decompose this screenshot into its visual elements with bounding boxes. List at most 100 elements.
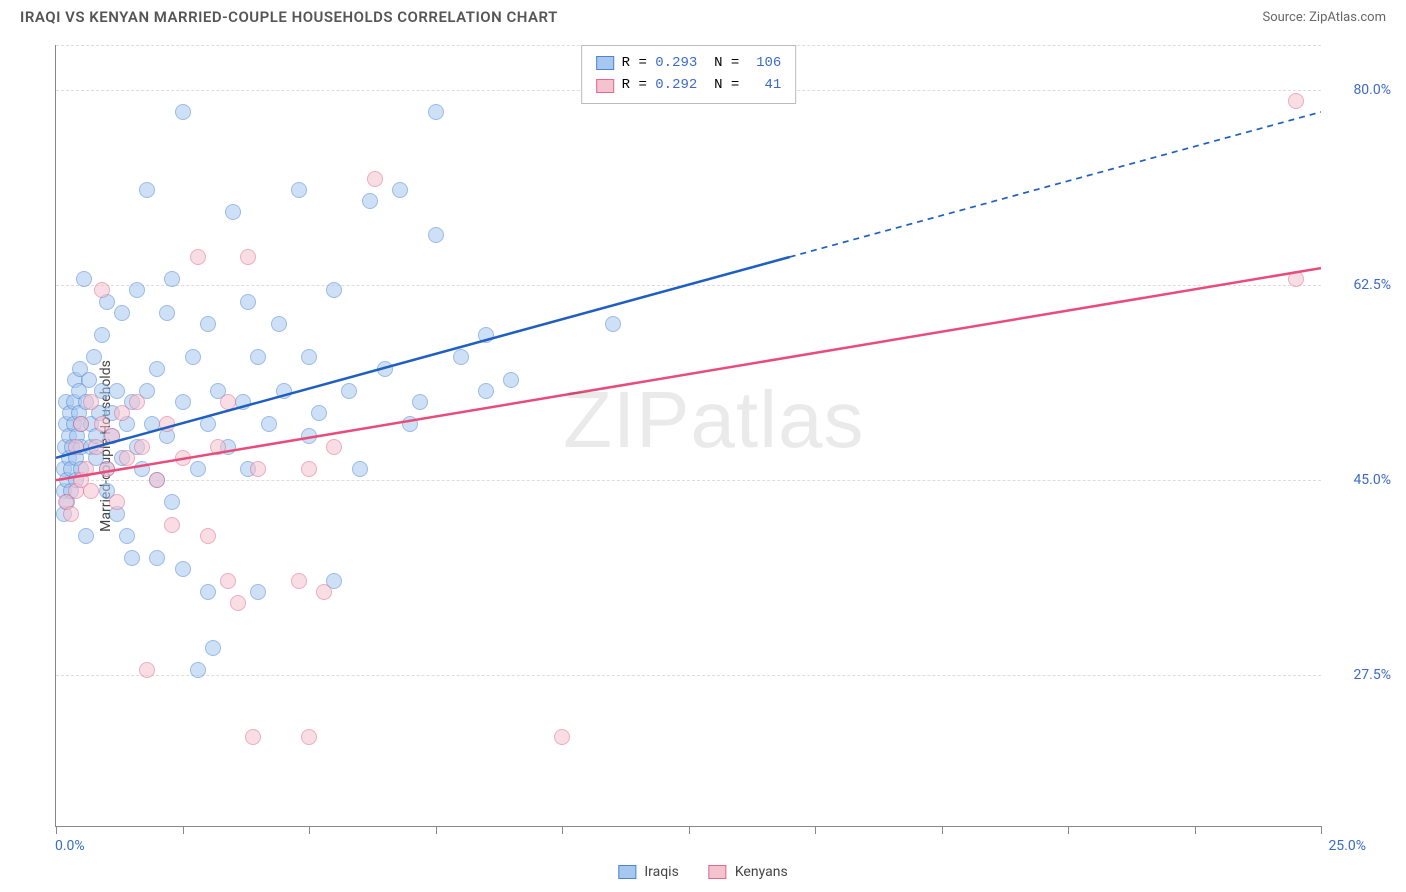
data-point xyxy=(78,461,94,477)
legend-row: R = 0.292 N = 41 xyxy=(596,74,782,96)
data-point xyxy=(230,595,246,611)
data-point xyxy=(276,383,292,399)
data-point xyxy=(341,383,357,399)
data-point xyxy=(326,439,342,455)
data-point xyxy=(149,550,165,566)
data-point xyxy=(190,662,206,678)
data-point xyxy=(478,327,494,343)
data-point xyxy=(503,372,519,388)
data-point xyxy=(83,394,99,410)
data-point xyxy=(200,416,216,432)
data-point xyxy=(73,416,89,432)
data-point xyxy=(164,494,180,510)
data-point xyxy=(63,506,79,522)
gridline-h xyxy=(56,285,1321,286)
data-point xyxy=(554,729,570,745)
data-point xyxy=(250,349,266,365)
data-point xyxy=(316,584,332,600)
x-tick xyxy=(942,826,943,834)
data-point xyxy=(428,227,444,243)
correlation-legend: R = 0.293 N = 106R = 0.292 N = 41 xyxy=(581,45,797,104)
data-point xyxy=(139,662,155,678)
chart-plot-area: 27.5%45.0%62.5%80.0% ZIPatlas R = 0.293 … xyxy=(55,45,1321,827)
data-point xyxy=(175,450,191,466)
x-tick xyxy=(1321,826,1322,834)
data-point xyxy=(119,450,135,466)
data-point xyxy=(250,461,266,477)
data-point xyxy=(220,394,236,410)
data-point xyxy=(185,349,201,365)
x-tick xyxy=(1195,826,1196,834)
series-legend: Iraqis Kenyans xyxy=(618,864,787,880)
legend-label: Kenyans xyxy=(735,864,788,880)
data-point xyxy=(149,472,165,488)
x-axis-max-label: 25.0% xyxy=(1328,838,1366,854)
data-point xyxy=(159,416,175,432)
data-point xyxy=(377,361,393,377)
data-point xyxy=(240,294,256,310)
data-point xyxy=(144,416,160,432)
data-point xyxy=(311,405,327,421)
data-point xyxy=(159,305,175,321)
x-tick xyxy=(689,826,690,834)
data-point xyxy=(301,729,317,745)
data-point xyxy=(1288,271,1304,287)
data-point xyxy=(200,584,216,600)
data-point xyxy=(190,249,206,265)
data-point xyxy=(190,461,206,477)
data-point xyxy=(175,394,191,410)
chart-header: IRAQI VS KENYAN MARRIED-COUPLE HOUSEHOLD… xyxy=(0,0,1406,32)
legend-swatch xyxy=(709,865,727,879)
data-point xyxy=(164,517,180,533)
data-point xyxy=(114,405,130,421)
data-point xyxy=(240,249,256,265)
data-point xyxy=(428,104,444,120)
data-point xyxy=(119,528,135,544)
data-point xyxy=(362,193,378,209)
gridline-h xyxy=(56,480,1321,481)
data-point xyxy=(94,282,110,298)
data-point xyxy=(149,361,165,377)
data-point xyxy=(301,461,317,477)
data-point xyxy=(326,282,342,298)
data-point xyxy=(76,271,92,287)
data-point xyxy=(301,428,317,444)
data-point xyxy=(94,327,110,343)
data-point xyxy=(175,104,191,120)
y-tick-label: 62.5% xyxy=(1353,277,1391,293)
data-point xyxy=(134,461,150,477)
legend-row: R = 0.293 N = 106 xyxy=(596,52,782,74)
data-point xyxy=(261,416,277,432)
data-point xyxy=(134,439,150,455)
legend-swatch xyxy=(618,865,636,879)
data-point xyxy=(367,171,383,187)
y-tick-label: 80.0% xyxy=(1353,82,1391,98)
data-point xyxy=(129,394,145,410)
legend-item: Iraqis xyxy=(618,864,678,880)
data-point xyxy=(245,729,261,745)
data-point xyxy=(453,349,469,365)
x-tick xyxy=(815,826,816,834)
data-point xyxy=(205,640,221,656)
y-tick-label: 45.0% xyxy=(1353,472,1391,488)
data-point xyxy=(225,204,241,220)
data-point xyxy=(99,461,115,477)
data-point xyxy=(78,528,94,544)
data-point xyxy=(83,483,99,499)
gridline-h xyxy=(56,675,1321,676)
data-point xyxy=(301,349,317,365)
x-axis-min-label: 0.0% xyxy=(55,838,85,854)
legend-label: Iraqis xyxy=(644,864,678,880)
x-tick xyxy=(309,826,310,834)
data-point xyxy=(200,528,216,544)
data-point xyxy=(605,316,621,332)
y-tick-label: 27.5% xyxy=(1353,667,1391,683)
data-point xyxy=(478,383,494,399)
legend-swatch xyxy=(596,79,614,93)
data-point xyxy=(200,316,216,332)
data-point xyxy=(210,439,226,455)
data-point xyxy=(139,182,155,198)
data-point xyxy=(291,573,307,589)
data-point xyxy=(109,383,125,399)
x-tick xyxy=(562,826,563,834)
